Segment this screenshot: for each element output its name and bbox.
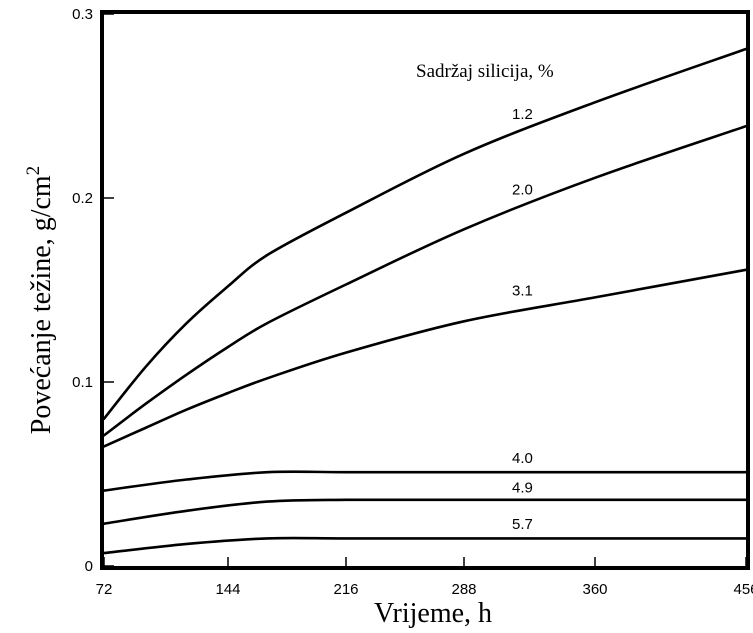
- series-label-3.1: 3.1: [512, 283, 533, 300]
- series-line-5.7: [102, 536, 748, 555]
- legend-title: Sadržaj silicija, %: [416, 61, 554, 82]
- series-label-1.2: 1.2: [512, 106, 533, 123]
- y-tick-label: 0: [85, 558, 93, 575]
- series-label-4.0: 4.0: [512, 450, 533, 467]
- y-tick-label: 0.2: [72, 190, 93, 207]
- series-line-1.2: [102, 47, 748, 421]
- x-tick-label: 456: [733, 581, 753, 598]
- x-tick-label: 288: [451, 581, 476, 598]
- y-tick-label: 0.3: [72, 6, 93, 23]
- y-axis-title: Povećanje težine, g/cm2: [23, 166, 57, 434]
- x-tick-label: 216: [333, 581, 358, 598]
- curves-group: [102, 47, 748, 555]
- x-tick-label: 144: [215, 581, 240, 598]
- axis-ticks: 72 144 216 288 360 456 0 0.1 0.2 0.3: [72, 6, 753, 598]
- svg-text:Povećanje težine, g/cm2: Povećanje težine, g/cm2: [23, 166, 57, 434]
- y-axis-title-text: Povećanje težine, g/cm: [26, 175, 57, 434]
- x-tick-label: 360: [582, 581, 607, 598]
- x-tick-label: 72: [96, 581, 113, 598]
- series-label-4.9: 4.9: [512, 479, 533, 496]
- curve-labels-group: 1.2 2.0 3.1 4.0 4.9 5.7: [512, 106, 533, 533]
- y-tick-label: 0.1: [72, 374, 93, 391]
- y-axis-title-superscript: 2: [23, 166, 44, 176]
- series-label-5.7: 5.7: [512, 516, 533, 533]
- series-line-3.1: [102, 268, 748, 448]
- series-line-4.0: [102, 470, 748, 492]
- series-line-2.0: [102, 124, 748, 437]
- series-line-4.9: [102, 498, 748, 525]
- x-axis-title: Vrijeme, h: [374, 598, 492, 629]
- plot-frame: [100, 10, 750, 570]
- series-label-2.0: 2.0: [512, 181, 533, 198]
